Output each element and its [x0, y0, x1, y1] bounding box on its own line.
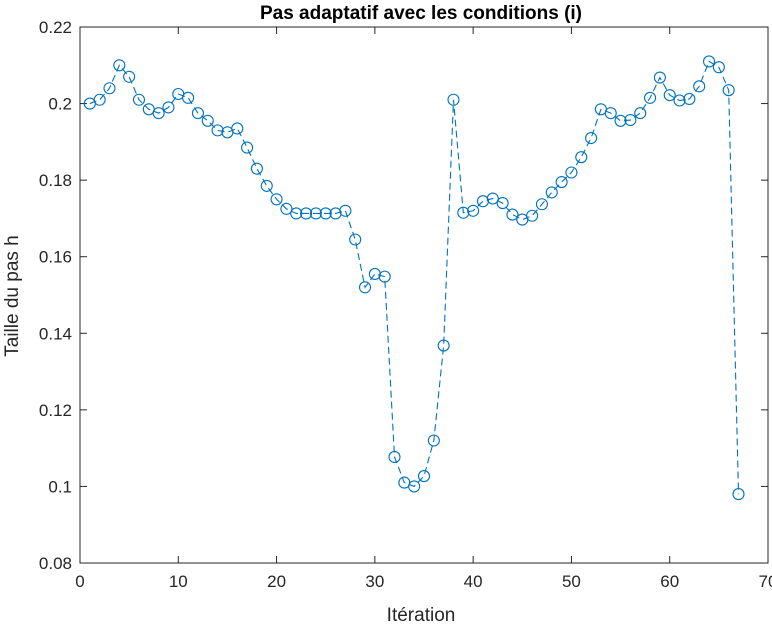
data-point-marker	[663, 89, 676, 102]
data-point-marker	[575, 151, 588, 164]
data-point-marker	[358, 281, 372, 294]
y-tick-label: 0.16	[39, 248, 72, 267]
x-tick-label: 40	[464, 572, 483, 591]
x-tick-label: 0	[75, 572, 84, 591]
data-point-marker	[388, 450, 401, 464]
data-point-marker	[447, 93, 460, 106]
x-tick-label: 20	[267, 572, 286, 591]
data-point-marker	[702, 55, 716, 68]
x-tick-label: 70	[759, 572, 772, 591]
y-tick-label: 0.14	[39, 324, 72, 343]
data-point-marker	[722, 84, 735, 97]
data-point-marker	[368, 267, 381, 280]
axes-box	[79, 26, 769, 564]
data-point-marker	[693, 80, 706, 93]
x-tick-label: 60	[660, 572, 679, 591]
data-point-marker	[250, 162, 263, 175]
x-axis-title: Itération	[387, 605, 456, 626]
x-tick-label: 50	[562, 572, 581, 591]
data-point-marker	[300, 207, 313, 220]
data-point-marker	[585, 131, 598, 145]
data-point-marker	[93, 93, 106, 106]
y-tick-label: 0.08	[39, 554, 72, 573]
chart-title: Pas adaptatif avec les conditions (i)	[260, 3, 582, 24]
data-point-marker	[604, 107, 617, 120]
x-axis-ticks: 0 10 20 30 40 50 60 70	[75, 27, 772, 591]
data-point-marker	[260, 179, 273, 192]
data-point-marker	[457, 206, 470, 219]
y-tick-label: 0.2	[48, 95, 72, 114]
y-tick-label: 0.1	[48, 477, 72, 496]
data-point-marker	[211, 124, 224, 137]
data-point-marker	[123, 70, 136, 83]
series-line	[89, 60, 740, 495]
data-point-marker	[467, 204, 480, 217]
data-point-marker	[241, 141, 254, 154]
data-point-marker	[349, 233, 362, 246]
data-point-marker	[231, 122, 244, 135]
data-point-marker	[653, 71, 666, 84]
x-tick-label: 30	[365, 572, 384, 591]
data-point-marker	[614, 114, 627, 127]
data-point-marker	[162, 101, 175, 114]
data-point-marker	[634, 107, 647, 120]
data-point-marker	[191, 107, 204, 120]
data-point-marker	[132, 93, 146, 106]
data-point-marker	[280, 202, 293, 215]
data-point-marker	[437, 339, 450, 352]
data-point-marker	[152, 107, 165, 120]
data-point-marker	[624, 113, 637, 127]
data-point-marker	[427, 434, 440, 447]
data-point-marker	[496, 197, 509, 210]
data-point-marker	[476, 195, 490, 208]
data-point-marker	[683, 92, 696, 106]
data-point-marker	[290, 207, 303, 220]
axes-frame	[79, 26, 769, 564]
data-point-marker	[545, 186, 558, 199]
data-point-marker	[339, 204, 352, 217]
data-point-marker	[506, 208, 519, 221]
data-point-marker	[319, 207, 332, 220]
y-tick-label: 0.18	[39, 171, 72, 190]
y-tick-label: 0.12	[39, 401, 72, 420]
series-layer	[83, 55, 745, 501]
data-point-marker	[535, 198, 548, 211]
data-point-marker	[270, 193, 283, 206]
data-point-marker	[712, 61, 725, 74]
data-point-marker	[644, 91, 657, 104]
data-point-marker	[309, 207, 322, 220]
data-point-marker	[526, 209, 539, 222]
data-point-marker	[417, 470, 431, 483]
data-point-marker	[182, 91, 195, 104]
x-tick-label: 10	[169, 572, 188, 591]
data-point-marker	[201, 114, 214, 127]
data-point-marker	[732, 488, 745, 501]
data-point-marker	[103, 82, 116, 95]
y-axis-ticks: 0.08 0.1 0.12 0.14 0.16 0.18 0.2 0.22	[39, 18, 768, 573]
data-point-marker	[673, 94, 686, 107]
data-point-marker	[378, 270, 391, 283]
y-tick-label: 0.22	[39, 18, 72, 37]
data-point-marker	[408, 480, 421, 493]
y-axis-title: Taille du pas h	[2, 235, 23, 356]
data-point-marker	[565, 166, 578, 179]
data-point-marker	[486, 192, 499, 205]
data-point-marker	[113, 59, 126, 72]
data-point-marker	[555, 176, 568, 189]
